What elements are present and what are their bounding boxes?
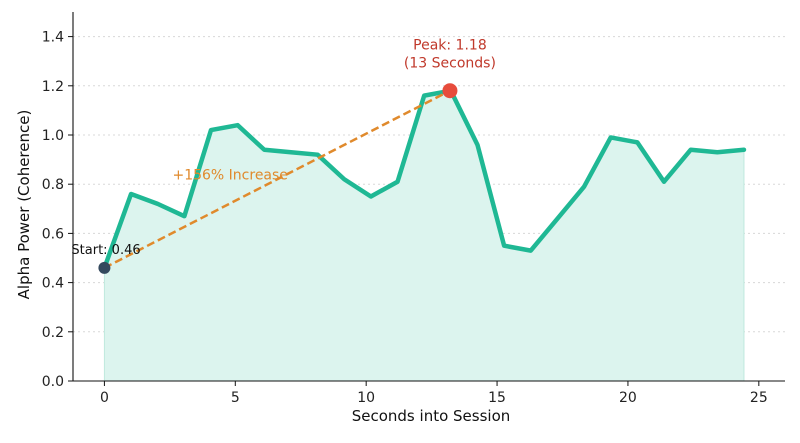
- x-tick-label: 0: [100, 390, 109, 406]
- trend-label: +156% Increase: [172, 167, 287, 183]
- x-tick-label: 5: [231, 390, 240, 406]
- x-tick-label: 15: [488, 390, 506, 406]
- start-label: Start: 0.46: [71, 243, 140, 258]
- y-tick-label: 0.0: [42, 374, 64, 390]
- x-axis-ticks: 0 5 10 15 20 25: [100, 381, 768, 406]
- y-tick-label: 0.2: [42, 325, 64, 341]
- y-tick-label: 0.6: [42, 226, 64, 242]
- x-tick-label: 10: [357, 390, 375, 406]
- y-tick-label: 0.4: [42, 276, 64, 292]
- y-tick-label: 1.4: [42, 30, 64, 46]
- y-tick-label: 1.0: [42, 128, 64, 144]
- x-tick-label: 20: [619, 390, 637, 406]
- start-marker: [98, 261, 111, 274]
- peak-label-line2: (13 Seconds): [404, 56, 496, 72]
- y-axis-title: Alpha Power (Coherence): [15, 110, 33, 300]
- y-axis-ticks: 0.0 0.2 0.4 0.6 0.8 1.0 1.2 1.4: [42, 30, 73, 390]
- x-axis-title: Seconds into Session: [352, 407, 511, 425]
- peak-label-line1: Peak: 1.18: [413, 38, 487, 54]
- series-area-fill: [103, 90, 745, 382]
- trend-line: [103, 89, 451, 269]
- y-tick-label: 0.8: [42, 177, 64, 193]
- axes: [72, 12, 785, 382]
- y-tick-label: 1.2: [42, 79, 64, 95]
- series-line: [102, 88, 747, 271]
- x-tick-label: 25: [750, 390, 768, 406]
- peak-marker: [442, 83, 458, 99]
